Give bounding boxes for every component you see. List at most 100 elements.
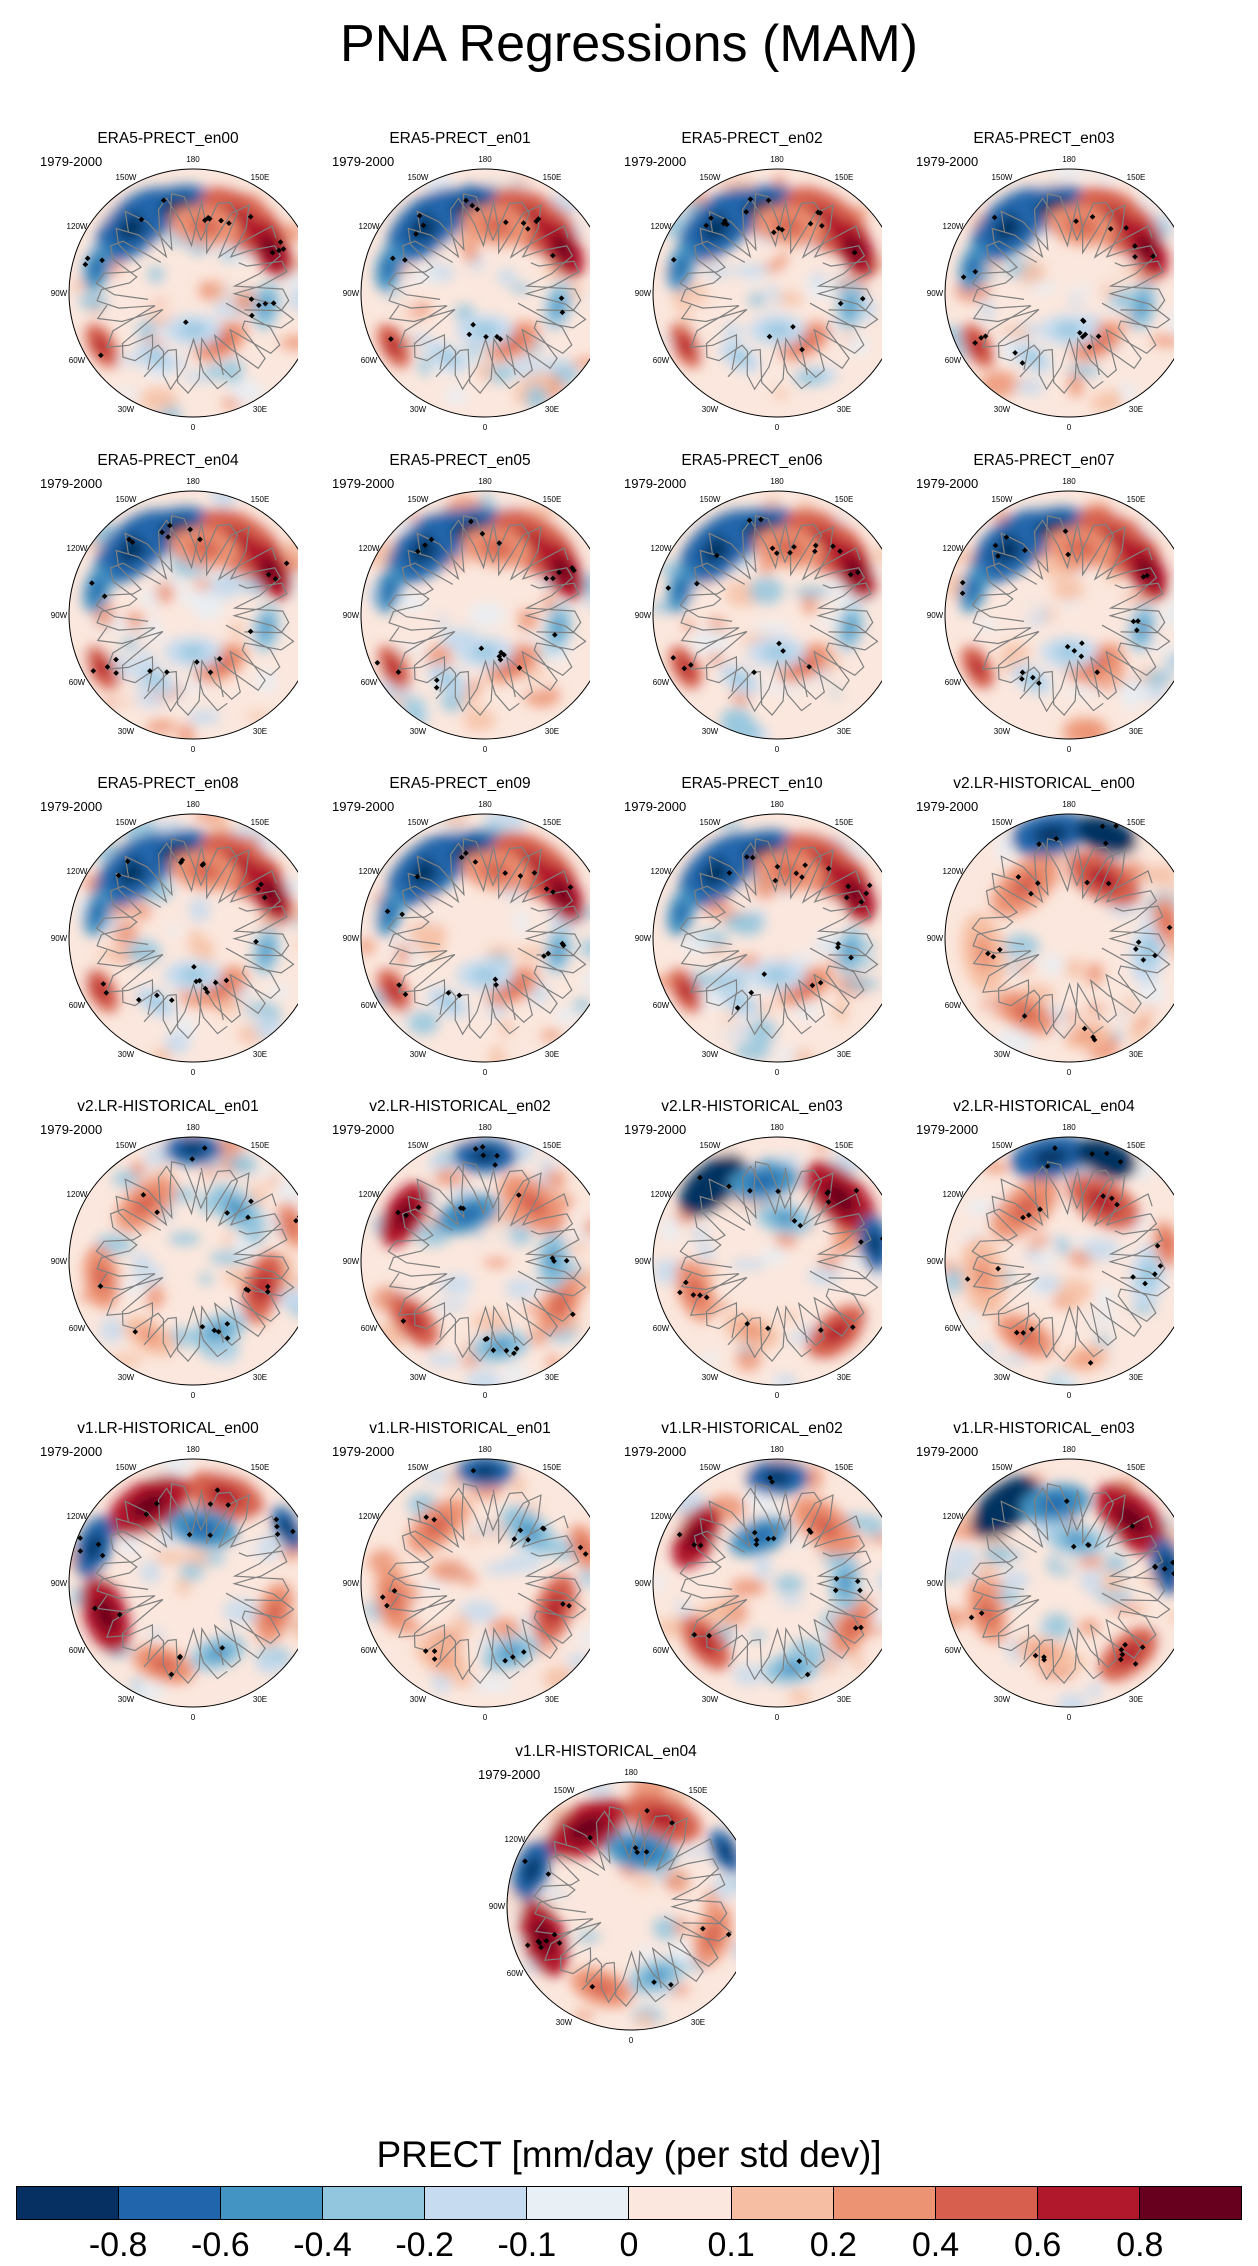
coastline [797,905,879,1021]
coastline [1089,905,1171,1021]
longitude-label: 60W [361,1001,378,1010]
panel-title: ERA5-PRECT_en01 [389,130,531,147]
coastline [200,844,290,957]
significance-marker [1082,331,1089,338]
significance-marker [517,1527,524,1534]
anomaly-patch [783,264,804,286]
colorbar-tick-label: 0 [619,2226,639,2264]
coastline [388,304,520,391]
significance-marker [269,249,276,256]
anomaly-patch [735,955,762,967]
anomaly-patch [691,627,730,655]
anomaly-patch [187,709,221,726]
anomaly-core [675,578,688,601]
map-border [652,1458,882,1708]
longitude-label: 0 [191,1068,196,1075]
longitude-label: 150E [251,173,270,182]
longitude-label: 60W [653,678,670,687]
significance-marker [835,940,842,947]
coastlines [679,193,879,395]
significance-marker [1015,874,1022,880]
longitude-label: 90W [489,1902,506,1911]
coastlines [95,838,295,1040]
panel-period: 1979-2000 [332,1444,395,1459]
significance-marker [688,662,694,668]
longitude-label: 30E [253,1695,267,1704]
longitude-label: 90W [927,1579,944,1588]
panel-period: 1979-2000 [624,1122,687,1137]
significance-marker [262,300,269,307]
longitude-label: 90W [51,934,68,943]
panel-period: 1979-2000 [624,476,687,491]
significance-marker [1021,1013,1028,1019]
anomaly-patch [547,1354,560,1372]
significance-marker [270,300,277,306]
longitude-label: 60W [361,678,378,687]
longitude-label: 90W [343,1257,360,1266]
longitude-label: 150W [408,495,429,504]
significance-marker [274,1531,281,1538]
longitude-label: 150W [554,1786,575,1795]
coastline [581,1915,719,2008]
significance-marker [204,989,211,996]
anomaly-patch [472,1524,503,1535]
longitude-label: 150W [408,818,429,827]
significance-marker [101,593,108,600]
significance-marker [765,1325,771,1332]
longitude-label: 120W [651,1190,672,1199]
anomaly-patch [769,1378,783,1385]
anomaly-patch [945,586,964,599]
anomaly-patch [577,1931,602,1943]
longitude-label: 180 [770,477,784,486]
anomaly-core [970,335,986,356]
significance-marker [113,656,119,663]
anomaly-patch [140,1560,161,1584]
polar-map: 180150E120E90E60E30E030W60W90W120W150W [51,800,298,1075]
anomaly-patch [188,897,211,923]
coastline [1019,1270,1157,1363]
significance-marker [858,1239,864,1245]
anomaly-patch [975,1561,999,1578]
coastline [680,1530,746,1661]
anomaly-patch [423,1468,451,1484]
significance-marker [194,659,200,665]
map-panel: ERA5-PRECT_en041979-2000180150E120E90E60… [38,452,298,752]
significance-marker [433,677,440,684]
anomaly-patch [361,897,377,920]
anomaly-patch [1085,1683,1103,1699]
significance-marker [668,1981,674,1988]
longitude-label: 120W [359,1512,380,1521]
significance-marker [632,1845,639,1851]
significance-marker [154,1209,160,1216]
longitude-label: 90W [635,289,652,298]
anomaly-patch [278,1291,298,1302]
significance-marker [819,222,825,229]
panel-period: 1979-2000 [916,1444,979,1459]
significance-marker [959,579,966,586]
coastlines [95,1483,295,1685]
coastline [708,1161,861,1227]
coastline [492,521,582,634]
anomaly-patch [465,1533,481,1544]
coastline [416,193,569,259]
longitude-label: 30W [410,727,427,736]
anomaly-patch [777,291,804,306]
anomaly-patch [700,1353,720,1366]
significance-marker [806,1527,813,1533]
significance-marker [384,908,391,915]
map-border [944,490,1174,740]
anomaly-patch [565,1216,583,1236]
significance-marker [550,889,556,895]
anomaly-patch [867,1534,882,1544]
panel-title: ERA5-PRECT_en03 [973,130,1115,147]
longitude-label: 90W [343,611,360,620]
longitude-label: 150W [408,1141,429,1150]
significance-marker [1113,823,1119,829]
map-panel: v2.LR-HISTORICAL_en00 1979-2000 180 150E 120… [914,775,1174,1075]
significance-marker [1071,648,1078,654]
longitude-label: 30E [253,1373,267,1382]
anomaly-patch [964,1311,979,1331]
longitude-label: 150E [543,1141,562,1150]
anomaly-patch [1107,903,1139,917]
anomaly-patch [1048,169,1087,179]
